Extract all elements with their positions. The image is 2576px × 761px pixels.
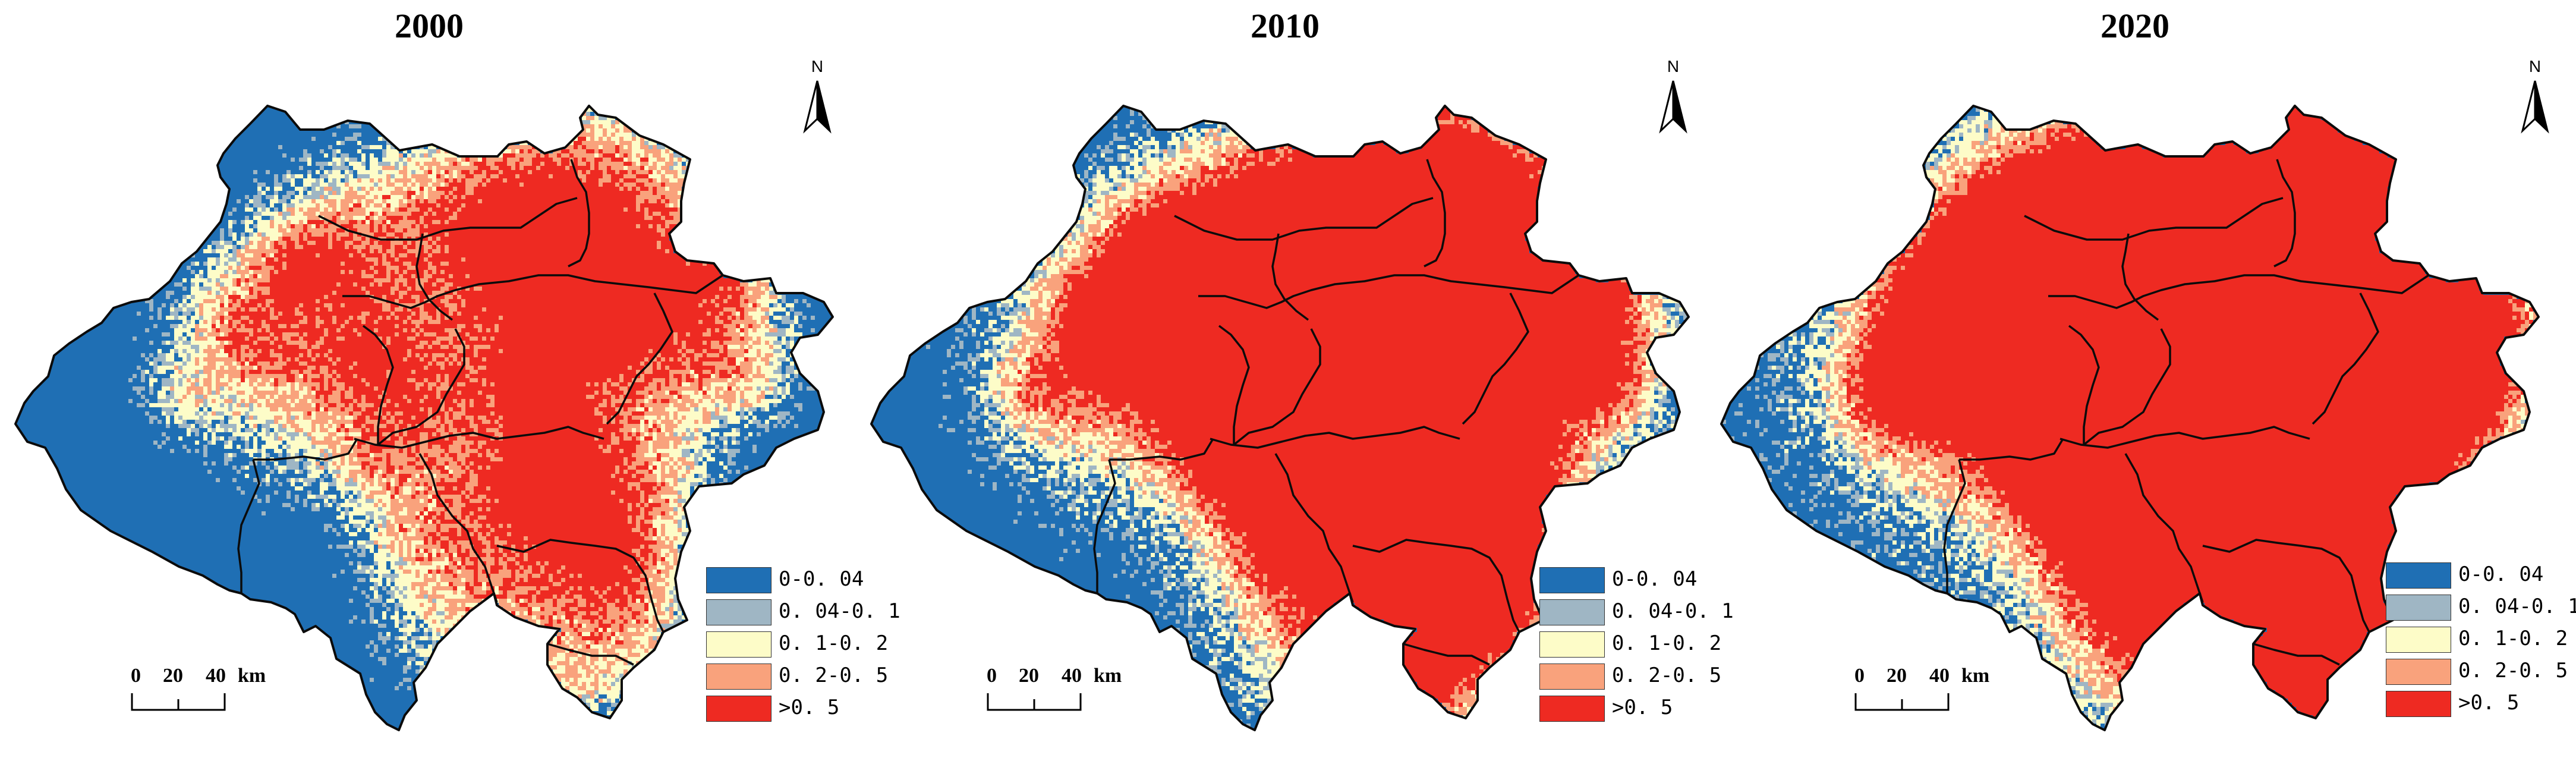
legend-label: 0-0. 04 [1612, 567, 1697, 591]
scale-tick-0: 0 [131, 665, 141, 687]
region-map [14, 105, 834, 731]
legend-item: >0. 5 [2386, 688, 2564, 721]
legend-swatch [706, 663, 771, 690]
scale-tick-40: 40 [1929, 665, 1950, 687]
legend-swatch [2386, 659, 2451, 685]
legend-label: 0. 1-0. 2 [779, 631, 888, 655]
scale-bar: 0 20 40 km [125, 665, 279, 718]
legend-item: 0. 1-0. 2 [2386, 624, 2568, 656]
region-outline [14, 105, 834, 731]
north-arrow-icon: N [2514, 57, 2556, 134]
legend-swatch [706, 599, 771, 625]
legend-swatch [1539, 631, 1605, 658]
legend: 0-0. 04 0. 04-0. 1 0. 1-0. 2 0. 2-0. 5 >… [1539, 565, 1734, 725]
panel-title: 2000 [0, 6, 858, 46]
legend-label: 0. 2-0. 5 [2458, 659, 2568, 683]
legend-item: 0-0. 04 [2386, 560, 2564, 592]
north-label: N [1652, 57, 1694, 76]
legend-label: 0. 04-0. 1 [779, 599, 900, 623]
legend-item: >0. 5 [706, 693, 884, 725]
north-arrow-icon: N [796, 57, 838, 134]
legend-swatch [1539, 567, 1605, 593]
legend-item: 0. 2-0. 5 [706, 661, 888, 693]
legend-label: >0. 5 [779, 696, 839, 719]
legend: 0-0. 04 0. 04-0. 1 0. 1-0. 2 0. 2-0. 5 >… [2386, 560, 2576, 721]
legend-item: 0. 2-0. 5 [2386, 656, 2568, 688]
legend-swatch [1539, 599, 1605, 625]
scale-unit: km [238, 665, 266, 687]
legend-label: 0. 04-0. 1 [2458, 595, 2576, 618]
scale-tick-20: 20 [1887, 665, 1907, 687]
legend-item: 0. 1-0. 2 [706, 629, 888, 661]
map-panel-2010: 2010 N 0 20 40 km 0-0. 04 0. 04-0. 1 0. … [856, 0, 1734, 761]
district-boundaries [237, 159, 723, 666]
legend-label: >0. 5 [2458, 691, 2519, 715]
legend-swatch [2386, 627, 2451, 653]
scale-bar: 0 20 40 km [981, 665, 1135, 718]
legend-label: 0. 2-0. 5 [779, 663, 888, 687]
legend-item: 0. 1-0. 2 [1539, 629, 1721, 661]
legend-item: 0. 04-0. 1 [1539, 597, 1734, 629]
legend-label: 0. 1-0. 2 [2458, 627, 2568, 650]
legend-label: >0. 5 [1612, 696, 1673, 719]
legend-swatch [706, 696, 771, 722]
legend-label: 0. 04-0. 1 [1612, 599, 1734, 623]
legend-item: 0. 04-0. 1 [706, 597, 900, 629]
legend-swatch [706, 567, 771, 593]
scale-tick-40: 40 [1062, 665, 1082, 687]
district-boundaries [1943, 159, 2429, 666]
scale-tick-0: 0 [1854, 665, 1865, 687]
north-label: N [796, 57, 838, 76]
panel-title: 2010 [856, 6, 1714, 46]
scale-tick-40: 40 [206, 665, 226, 687]
legend-label: 0. 2-0. 5 [1612, 663, 1721, 687]
legend-item: 0-0. 04 [1539, 565, 1718, 597]
legend-item: 0. 04-0. 1 [2386, 592, 2576, 624]
legend-swatch [1539, 663, 1605, 690]
region-outline [1720, 105, 2540, 731]
legend-label: 0. 1-0. 2 [1612, 631, 1721, 655]
scale-unit: km [1961, 665, 1989, 687]
map-panel-2000: 2000 N 0 20 40 km 0-0. 04 0. 04-0. 1 0. … [0, 0, 900, 761]
scale-tick-20: 20 [1019, 665, 1039, 687]
scale-tick-20: 20 [163, 665, 183, 687]
north-label: N [2514, 57, 2556, 76]
panel-title: 2020 [1706, 6, 2564, 46]
scale-bar: 0 20 40 km [1848, 665, 2003, 718]
district-boundaries [1093, 159, 1579, 666]
legend-item: 0. 2-0. 5 [1539, 661, 1721, 693]
legend-swatch [2386, 595, 2451, 621]
region-map [870, 105, 1690, 731]
region-map [1720, 105, 2540, 731]
map-panel-2020: 2020 N 0 20 40 km 0-0. 04 0. 04-0. 1 0. … [1706, 0, 2576, 761]
light-intensity-raster [128, 108, 815, 715]
scale-unit: km [1094, 665, 1122, 687]
legend-label: 0-0. 04 [779, 567, 864, 591]
legend: 0-0. 04 0. 04-0. 1 0. 1-0. 2 0. 2-0. 5 >… [706, 565, 900, 725]
legend-swatch [2386, 562, 2451, 589]
legend-label: 0-0. 04 [2458, 562, 2543, 586]
legend-swatch [1539, 696, 1605, 722]
north-arrow-icon: N [1652, 57, 1694, 134]
legend-item: >0. 5 [1539, 693, 1718, 725]
legend-swatch [2386, 691, 2451, 717]
scale-tick-0: 0 [987, 665, 997, 687]
legend-item: 0-0. 04 [706, 565, 884, 597]
legend-swatch [706, 631, 771, 658]
region-outline [870, 105, 1690, 731]
